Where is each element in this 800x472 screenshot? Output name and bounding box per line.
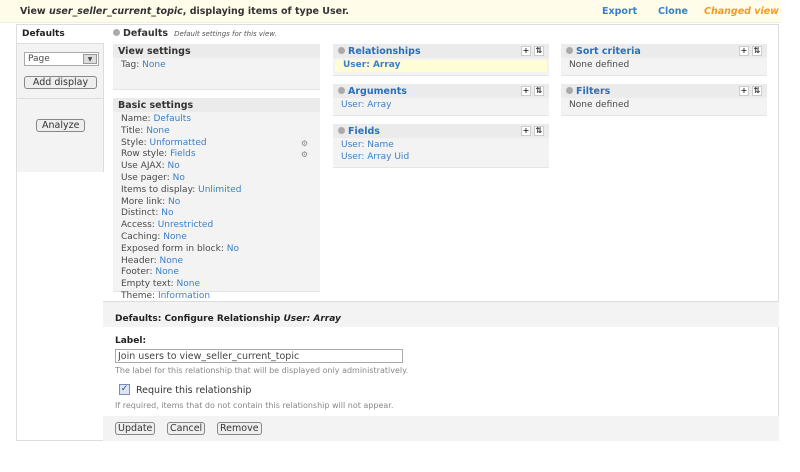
filters-box: Filters + ⇅ None defined: [561, 84, 767, 116]
setting-value-link[interactable]: None: [146, 125, 170, 136]
setting-value-link[interactable]: None: [163, 231, 187, 242]
display-sidebar: Defaults Page ▼ Add display Analyze: [17, 25, 104, 172]
help-icon[interactable]: [338, 127, 345, 134]
rearrange-icon[interactable]: ⇅: [752, 86, 762, 96]
clone-link[interactable]: Clone: [658, 6, 688, 17]
changed-view-status: Changed view: [704, 6, 779, 17]
view-header: View user_seller_current_topic, displayi…: [0, 0, 781, 23]
update-button[interactable]: Update: [115, 422, 156, 435]
setting-row: Title: None: [121, 125, 170, 136]
setting-row: Row style: Fields ⚙: [121, 149, 308, 160]
add-icon[interactable]: +: [739, 86, 749, 96]
setting-value-link[interactable]: No: [167, 196, 181, 207]
filters-title[interactable]: Filters: [576, 86, 611, 97]
require-hint: If required, items that do not contain t…: [115, 401, 394, 410]
views-editor: Defaults Page▼ Add display Analyze ▶: [16, 24, 779, 441]
export-link[interactable]: Export: [602, 6, 638, 17]
setting-value-link[interactable]: No: [167, 161, 180, 172]
setting-row: Style: Unformatted ⚙: [121, 137, 308, 148]
setting-value-link[interactable]: None: [176, 279, 201, 290]
setting-row: Access: Unrestricted: [121, 220, 214, 231]
remove-button[interactable]: Remove: [217, 422, 262, 435]
basic-settings-box: Basic settings Name: Defaults Title: None…: [113, 98, 320, 301]
view-settings-box: View settings Tag: None: [113, 44, 320, 90]
page-title: Defaults Default settings for this view.: [113, 28, 277, 39]
setting-value-link[interactable]: Unformatted: [149, 137, 207, 148]
setting-value-link[interactable]: Fields: [170, 149, 196, 160]
setting-row: Footer: None: [121, 267, 179, 278]
label-field-label: Label:: [115, 336, 147, 346]
arguments-title[interactable]: Arguments: [348, 86, 407, 97]
rearrange-icon[interactable]: ⇅: [534, 86, 544, 96]
analyze-button[interactable]: Analyze: [36, 119, 86, 132]
setting-value-link[interactable]: None: [159, 255, 183, 266]
config-title: Defaults: Configure Relationship User: A…: [103, 302, 779, 327]
setting-value-link[interactable]: Unrestricted: [157, 220, 214, 231]
setting-row: Header: None: [121, 255, 183, 266]
help-icon[interactable]: [566, 47, 573, 54]
setting-tag: Tag: None: [121, 60, 166, 70]
add-display-button[interactable]: Add display: [24, 76, 97, 89]
rearrange-icon[interactable]: ⇅: [534, 126, 544, 136]
view-title: View user_seller_current_topic, displayi…: [20, 6, 350, 17]
setting-value-link[interactable]: No: [172, 172, 185, 183]
argument-item[interactable]: User: Array: [341, 100, 392, 110]
help-icon[interactable]: [338, 87, 345, 94]
setting-row: More link: No: [121, 196, 181, 207]
sort-criteria-title[interactable]: Sort criteria: [576, 46, 641, 57]
setting-row: Use AJAX: No: [121, 161, 180, 172]
relationships-title[interactable]: Relationships: [348, 46, 421, 57]
fields-box: Fields + ⇅ User: Name User: Array Uid: [333, 124, 549, 168]
display-type-select[interactable]: Page ▼: [24, 52, 99, 66]
filters-empty-text: None defined: [569, 100, 630, 110]
help-icon[interactable]: [338, 47, 345, 54]
chevron-down-icon: ▼: [83, 54, 97, 64]
setting-row: Caching: None: [121, 231, 187, 242]
rearrange-icon[interactable]: ⇅: [534, 46, 544, 56]
help-icon[interactable]: [566, 87, 573, 94]
fields-title[interactable]: Fields: [348, 126, 380, 137]
setting-row: Use pager: No: [121, 172, 185, 183]
require-relationship-label[interactable]: Require this relationship: [136, 385, 252, 396]
add-icon[interactable]: +: [739, 46, 749, 56]
label-input[interactable]: [115, 349, 403, 363]
relationship-item[interactable]: User: Array: [343, 60, 401, 70]
label-hint: The label for this relationship that wil…: [115, 366, 409, 375]
basic-settings-title: Basic settings: [113, 98, 320, 112]
add-icon[interactable]: +: [521, 126, 531, 136]
relationships-box: Relationships + ⇅ User: Array: [333, 44, 549, 76]
configure-relationship-panel: Defaults: Configure Relationship User: A…: [103, 301, 779, 441]
field-item[interactable]: User: Array Uid: [341, 151, 410, 162]
sort-criteria-box: Sort criteria + ⇅ None defined: [561, 44, 767, 76]
setting-value-link[interactable]: No: [226, 243, 239, 254]
require-relationship-checkbox[interactable]: ✓: [119, 384, 130, 395]
tag-link[interactable]: None: [142, 60, 166, 70]
setting-value-link[interactable]: None: [155, 267, 179, 278]
add-icon[interactable]: +: [521, 46, 531, 56]
help-icon[interactable]: [113, 29, 120, 36]
view-settings-title: View settings: [113, 44, 320, 58]
setting-value-link[interactable]: Unlimited: [198, 184, 242, 195]
tab-defaults[interactable]: Defaults: [17, 25, 104, 44]
setting-value-link[interactable]: Information: [157, 290, 211, 301]
field-item[interactable]: User: Name: [341, 140, 394, 150]
cancel-button[interactable]: Cancel: [167, 422, 206, 435]
setting-row: Exposed form in block: No: [121, 243, 239, 254]
setting-value-link[interactable]: No: [161, 208, 174, 219]
gear-icon[interactable]: ⚙: [300, 150, 308, 160]
setting-value-link[interactable]: Defaults: [153, 114, 192, 124]
setting-row: Name: Defaults: [121, 114, 192, 124]
arguments-box: Arguments + ⇅ User: Array: [333, 84, 549, 116]
setting-row: Theme: Information: [121, 290, 211, 301]
rearrange-icon[interactable]: ⇅: [752, 46, 762, 56]
gear-icon[interactable]: ⚙: [300, 138, 308, 148]
setting-row: Distinct: No: [121, 208, 174, 219]
add-icon[interactable]: +: [521, 86, 531, 96]
sort-empty-text: None defined: [569, 60, 630, 70]
setting-row: Empty text: None: [121, 279, 201, 290]
setting-row: Items to display: Unlimited: [121, 184, 242, 195]
